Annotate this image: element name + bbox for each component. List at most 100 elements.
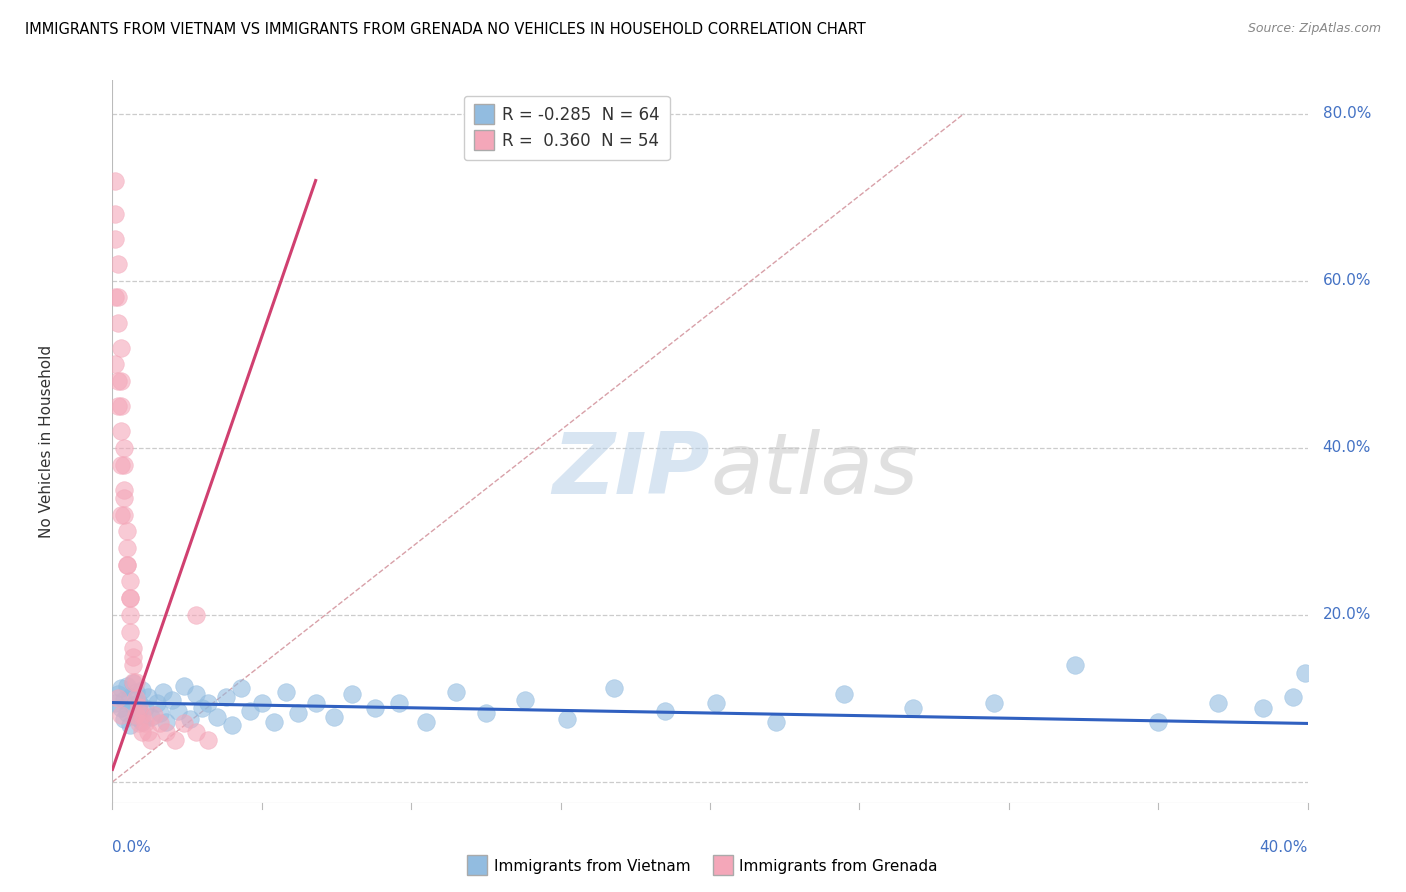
Point [186,724,208,739]
Point [229,681,252,696]
Point [114,441,135,455]
Point [415,714,437,729]
Point [110,458,132,472]
Point [122,698,145,712]
Point [117,706,139,721]
Point [173,679,195,693]
Point [162,693,183,707]
Point [1063,657,1085,672]
Point [120,624,142,639]
Point [120,591,142,606]
Point [110,399,132,413]
Point [117,541,139,555]
Point [104,357,127,371]
Text: 0.0%: 0.0% [112,840,152,855]
Point [120,574,142,589]
Point [141,733,163,747]
Point [983,696,1005,710]
Point [110,708,132,723]
Point [114,483,135,497]
Text: No Vehicles in Household: No Vehicles in Household [39,345,55,538]
Point [239,704,262,718]
Point [765,714,787,729]
Point [138,690,160,704]
Point [128,696,150,710]
Point [1281,690,1303,704]
Point [146,696,169,710]
Point [155,714,177,729]
Point [138,724,160,739]
Point [555,712,578,726]
Point [173,716,195,731]
Point [117,679,139,693]
Point [110,508,132,522]
Point [104,232,127,246]
Point [155,724,177,739]
Point [117,558,139,572]
Point [1251,701,1274,715]
Point [704,696,727,710]
Point [287,706,309,721]
Point [125,708,148,723]
Point [149,716,172,731]
Point [364,701,387,715]
Point [110,701,132,715]
Point [134,701,156,715]
Point [149,706,172,721]
Point [165,733,187,747]
Point [122,649,145,664]
Point [107,399,129,413]
Point [125,674,148,689]
Point [131,724,153,739]
Point [131,683,153,698]
Point [107,687,129,701]
Point [107,691,129,706]
Text: IMMIGRANTS FROM VIETNAM VS IMMIGRANTS FROM GRENADA NO VEHICLES IN HOUSEHOLD CORR: IMMIGRANTS FROM VIETNAM VS IMMIGRANTS FR… [25,22,866,37]
Point [215,690,238,704]
Point [131,708,153,723]
Legend: R = -0.285  N = 64, R =  0.360  N = 54: R = -0.285 N = 64, R = 0.360 N = 54 [464,95,669,161]
Point [107,374,129,388]
Point [122,641,145,656]
Point [152,684,174,698]
Text: 80.0%: 80.0% [1323,106,1371,121]
Legend: Immigrants from Vietnam, Immigrants from Grenada: Immigrants from Vietnam, Immigrants from… [463,853,943,880]
Point [513,693,536,707]
Point [834,687,856,701]
Point [903,701,925,715]
Point [167,704,190,718]
Point [104,696,127,710]
Text: 20.0%: 20.0% [1323,607,1371,623]
Point [305,696,328,710]
Point [221,718,243,732]
Point [128,704,150,718]
Point [122,676,145,690]
Point [122,657,145,672]
Point [475,706,498,721]
Point [107,290,129,304]
Point [388,696,411,710]
Point [205,710,228,724]
Text: 40.0%: 40.0% [1323,441,1371,455]
Point [120,591,142,606]
Point [110,374,132,388]
Text: 60.0%: 60.0% [1323,273,1371,288]
Point [120,607,142,622]
Point [191,701,214,715]
Point [274,684,297,698]
Point [654,704,676,718]
Point [125,684,148,698]
Point [120,718,142,732]
Point [197,733,219,747]
Point [110,341,132,355]
Point [197,696,219,710]
Point [114,693,135,707]
Point [179,712,201,726]
Point [110,424,132,438]
Point [263,714,285,729]
Point [186,607,208,622]
Point [107,316,129,330]
Point [131,714,153,729]
Point [134,716,156,731]
Point [186,687,208,701]
